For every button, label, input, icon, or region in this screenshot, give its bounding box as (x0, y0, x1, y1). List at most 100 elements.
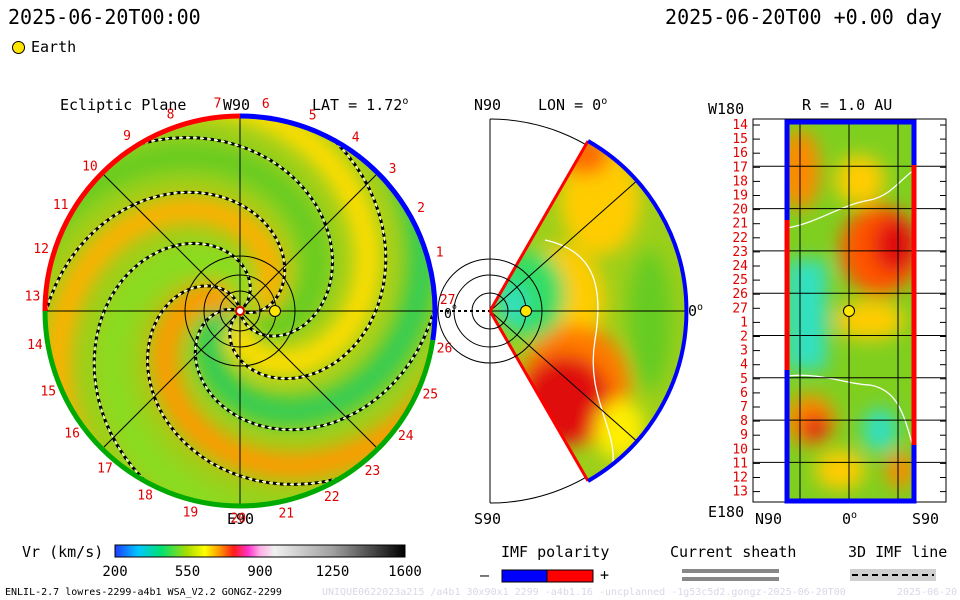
sector-label: 15 (40, 384, 56, 399)
meridional-bottom-label: S90 (474, 510, 502, 528)
ecliptic-rim-segment (239, 339, 436, 509)
earth-marker-ecliptic (269, 305, 281, 317)
earth-marker-meridional (520, 305, 532, 317)
sector-label: 5 (309, 109, 317, 124)
radial-y-tick: 20 (732, 203, 748, 218)
colorbar-tick: 200 (102, 564, 127, 580)
radial-y-tick: 24 (732, 259, 748, 274)
ecliptic-rim-segment (239, 113, 438, 341)
radial-title: R = 1.0 AU (802, 96, 893, 114)
radial-y-tick: 3 (740, 344, 748, 359)
sector-label: 11 (53, 198, 69, 213)
earth-marker-radial (843, 305, 855, 317)
meridional-rim (587, 139, 689, 483)
footer-date: 2025-06-20 (897, 587, 958, 598)
radial-bottom-left-label: E180 (708, 503, 745, 521)
sector-label: 25 (422, 387, 438, 402)
sector-label: 7 (214, 97, 222, 112)
radial-y-tick: 4 (740, 358, 748, 373)
radial-y-tick: 15 (732, 132, 748, 147)
footer-model: ENLIL-2.7 lowres-2299-a4b1 WSA_V2.2 GONG… (5, 587, 282, 598)
footer-run-id: UNIQUE0622023a215 /a4b1 30x90x1 2299 -a4… (322, 587, 846, 598)
imf-line-label: 3D IMF line (848, 543, 948, 561)
ecliptic-right-label: 0 (444, 307, 452, 322)
ecliptic-bottom-label: E90 (227, 510, 255, 528)
radial-y-tick: 14 (732, 118, 748, 133)
sector-label: 1 (436, 246, 444, 261)
radial-y-tick: 13 (732, 485, 748, 500)
radial-y-tick: 6 (740, 386, 748, 401)
sector-label: 8 (167, 108, 175, 123)
sector-label: 23 (365, 464, 381, 479)
radial-y-tick: 27 (732, 301, 748, 316)
ecliptic-rim-segment (42, 113, 241, 312)
sector-label: 18 (137, 489, 153, 504)
meridional-right-label: 0o (688, 302, 704, 320)
sector-label: 27 (440, 293, 456, 308)
colorbar-label: Vr (km/s) (22, 543, 104, 561)
radial-y-tick: 10 (732, 442, 748, 457)
colorbar (114, 544, 406, 558)
sector-label: 10 (82, 160, 98, 175)
ecliptic-top-label: W90 (223, 96, 251, 114)
radial-x-tick-0: 0o (842, 510, 858, 528)
ecliptic-rim-segment (42, 310, 241, 509)
sector-label: 4 (352, 131, 360, 146)
radial-top-left-label: W180 (708, 100, 745, 118)
radial-y-tick: 8 (740, 414, 748, 429)
meridional-title: LON = 0o (538, 96, 608, 114)
radial-y-tick: 19 (732, 189, 748, 204)
sector-label: 3 (389, 162, 397, 177)
ecliptic-title: Ecliptic Plane (60, 96, 187, 114)
radial-y-tick: 17 (732, 160, 748, 175)
imf-plus-label: + (600, 566, 610, 584)
radial-y-tick: 7 (740, 400, 748, 415)
colorbar-tick: 900 (247, 564, 272, 580)
colorbar-tick: 1250 (316, 564, 350, 580)
sheath-line-1 (682, 569, 779, 573)
timestamp-left: 2025-06-20T00:00 (8, 5, 201, 29)
radial-y-tick: 25 (732, 273, 748, 288)
sector-label: 21 (278, 506, 294, 521)
radial-x-tick-s90: S90 (912, 510, 940, 528)
imf-minus-label: – (480, 566, 490, 584)
imf-negative-swatch (501, 569, 548, 583)
sheath-label: Current sheath (670, 543, 797, 561)
radial-y-tick: 26 (732, 287, 748, 302)
radial-y-tick: 11 (732, 456, 748, 471)
sector-label: 17 (97, 462, 113, 477)
radial-y-tick: 9 (740, 428, 748, 443)
sector-label: 14 (27, 338, 43, 353)
radial-y-tick: 22 (732, 231, 748, 246)
radial-y-tick: 16 (732, 146, 748, 161)
radial-y-tick: 1 (740, 315, 748, 330)
radial-y-tick: 12 (732, 471, 748, 486)
colorbar-tick: 1600 (388, 564, 422, 580)
sun-marker (235, 306, 245, 316)
sector-label: 26 (437, 341, 453, 356)
sector-label: 16 (64, 426, 80, 441)
sector-label: 2 (417, 201, 425, 216)
sector-label: 24 (398, 429, 414, 444)
sector-label: 12 (33, 242, 49, 257)
sector-label: 20 (230, 512, 246, 527)
radial-x-tick-n90: N90 (755, 510, 783, 528)
sector-label: 6 (262, 97, 270, 112)
earth-legend-icon (12, 41, 25, 54)
radial-y-tick: 18 (732, 174, 748, 189)
sector-label: 19 (183, 506, 199, 521)
sheath-line-2 (682, 577, 779, 581)
earth-legend-label: Earth (31, 38, 77, 56)
meridional-wedge (490, 141, 687, 481)
sector-label: 13 (25, 290, 41, 305)
radial-y-tick: 5 (740, 372, 748, 387)
colorbar-tick: 550 (175, 564, 200, 580)
meridional-top-label: N90 (474, 96, 502, 114)
radial-y-tick: 21 (732, 217, 748, 232)
imf-polarity-label: IMF polarity (501, 543, 610, 561)
timestamp-right: 2025-06-20T00 +0.00 day (665, 5, 942, 29)
radial-y-tick: 23 (732, 245, 748, 260)
sector-label: 22 (324, 490, 340, 505)
radial-y-tick: 2 (740, 330, 748, 345)
